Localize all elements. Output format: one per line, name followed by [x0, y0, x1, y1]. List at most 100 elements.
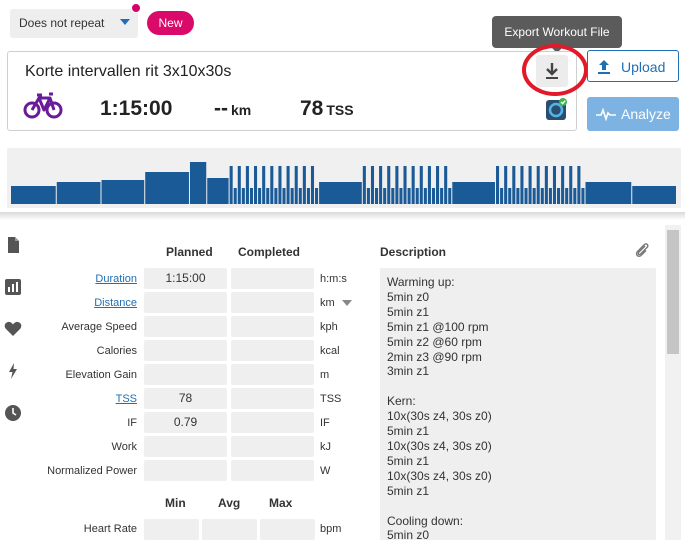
planned-input[interactable] — [144, 316, 227, 337]
planned-input[interactable] — [144, 364, 227, 385]
paperclip-icon[interactable] — [634, 241, 650, 259]
metric-label: IF — [127, 417, 137, 429]
structure-segment — [496, 166, 500, 204]
completed-input[interactable] — [231, 388, 314, 409]
structure-segment — [245, 166, 249, 204]
file-icon[interactable] — [4, 236, 22, 254]
heart-rate-unit: bpm — [320, 523, 342, 535]
planned-header: Planned — [166, 245, 213, 259]
analyze-button[interactable]: Analyze — [587, 97, 679, 131]
metric-label: Calories — [96, 345, 137, 357]
workout-title[interactable]: Korte intervallen rit 3x10x30s — [25, 63, 232, 80]
structure-segment — [278, 166, 282, 204]
chart-icon[interactable] — [4, 278, 22, 296]
planned-input[interactable]: 78 — [144, 388, 227, 409]
structure-segment — [407, 188, 411, 204]
completed-input[interactable] — [231, 436, 314, 457]
structure-segment — [233, 188, 237, 204]
structure-segment — [274, 188, 278, 204]
structure-segment — [266, 188, 270, 204]
workout-distance: -- km — [214, 97, 251, 121]
metric-unit: W — [320, 465, 331, 477]
new-button[interactable]: New — [147, 11, 194, 35]
structure-segment — [544, 166, 548, 204]
scrollbar-thumb[interactable] — [667, 230, 679, 354]
repeat-select[interactable]: Does not repeat — [10, 9, 138, 38]
completed-header: Completed — [238, 245, 301, 259]
completed-input[interactable] — [231, 412, 314, 433]
structure-segment — [452, 182, 496, 204]
structure-segment — [56, 182, 101, 204]
structure-segment — [370, 166, 375, 204]
section-divider — [0, 212, 685, 220]
metric-label[interactable]: TSS — [115, 393, 137, 405]
structure-segment — [561, 166, 565, 204]
max-header: Max — [269, 496, 293, 510]
structure-segment — [427, 166, 431, 204]
structure-segment — [577, 166, 581, 204]
metric-unit: kJ — [320, 441, 331, 453]
planned-input[interactable]: 1:15:00 — [144, 268, 227, 289]
distance-unit: km — [231, 102, 252, 118]
structure-segment — [379, 166, 383, 204]
structure-segment — [306, 188, 310, 204]
structure-segment — [237, 166, 241, 204]
structure-segment — [302, 166, 306, 204]
structure-segment — [557, 188, 561, 204]
structure-segment — [440, 188, 444, 204]
completed-input[interactable] — [231, 316, 314, 337]
structure-segment — [423, 188, 427, 204]
structure-segment — [145, 172, 189, 204]
structure-segment — [383, 188, 387, 204]
metric-label[interactable]: Distance — [94, 297, 137, 309]
metric-label: Elevation Gain — [65, 369, 137, 381]
completed-input[interactable] — [231, 460, 314, 481]
metric-label[interactable]: Duration — [95, 273, 137, 285]
completed-input[interactable] — [231, 364, 314, 385]
bolt-icon[interactable] — [4, 362, 22, 380]
structure-segment — [391, 188, 395, 204]
heart-icon[interactable] — [4, 320, 22, 338]
structure-segment — [249, 188, 254, 204]
structure-segment — [565, 188, 569, 204]
structure-segment — [448, 188, 452, 204]
structure-segment — [362, 166, 366, 204]
upload-button[interactable]: Upload — [587, 50, 679, 82]
workout-structure-chart[interactable] — [7, 148, 681, 208]
planned-input[interactable] — [144, 340, 227, 361]
metric-label: Normalized Power — [47, 465, 137, 477]
completed-input[interactable] — [231, 292, 314, 313]
chevron-down-icon — [120, 19, 130, 25]
structure-segment — [298, 188, 302, 204]
metric-unit: m — [320, 369, 330, 381]
structure-segment — [411, 166, 415, 204]
heart-rate-max-input[interactable] — [260, 519, 315, 540]
metric-label: Average Speed — [61, 321, 137, 333]
planned-input[interactable] — [144, 292, 227, 313]
structure-segment — [508, 188, 512, 204]
metric-unit: IF — [320, 417, 330, 429]
unit-dropdown-icon[interactable] — [342, 300, 352, 306]
heart-rate-avg-input[interactable] — [202, 519, 257, 540]
export-tooltip: Export Workout File — [492, 16, 622, 48]
structure-segment — [548, 188, 552, 204]
heart-rate-min-input[interactable] — [144, 519, 199, 540]
structure-segment — [540, 188, 544, 204]
structure-segment — [436, 166, 440, 204]
clock-icon[interactable] — [4, 404, 22, 422]
structure-segment — [528, 166, 532, 204]
description-heading: Description — [380, 245, 447, 259]
structure-segment — [366, 188, 370, 204]
structure-segment — [399, 188, 403, 204]
structure-segment — [310, 166, 315, 204]
completed-input[interactable] — [231, 340, 314, 361]
tss-value: 78 — [300, 97, 324, 120]
structure-segment — [207, 178, 229, 204]
planned-input[interactable] — [144, 436, 227, 457]
planned-input[interactable] — [144, 460, 227, 481]
planned-input[interactable]: 0.79 — [144, 412, 227, 433]
structure-segment — [524, 188, 528, 204]
description-textarea[interactable]: Warming up: 5min z0 5min z1 5min z1 @100… — [380, 268, 656, 540]
workout-duration: 1:15:00 — [100, 97, 173, 120]
completed-input[interactable] — [231, 268, 314, 289]
